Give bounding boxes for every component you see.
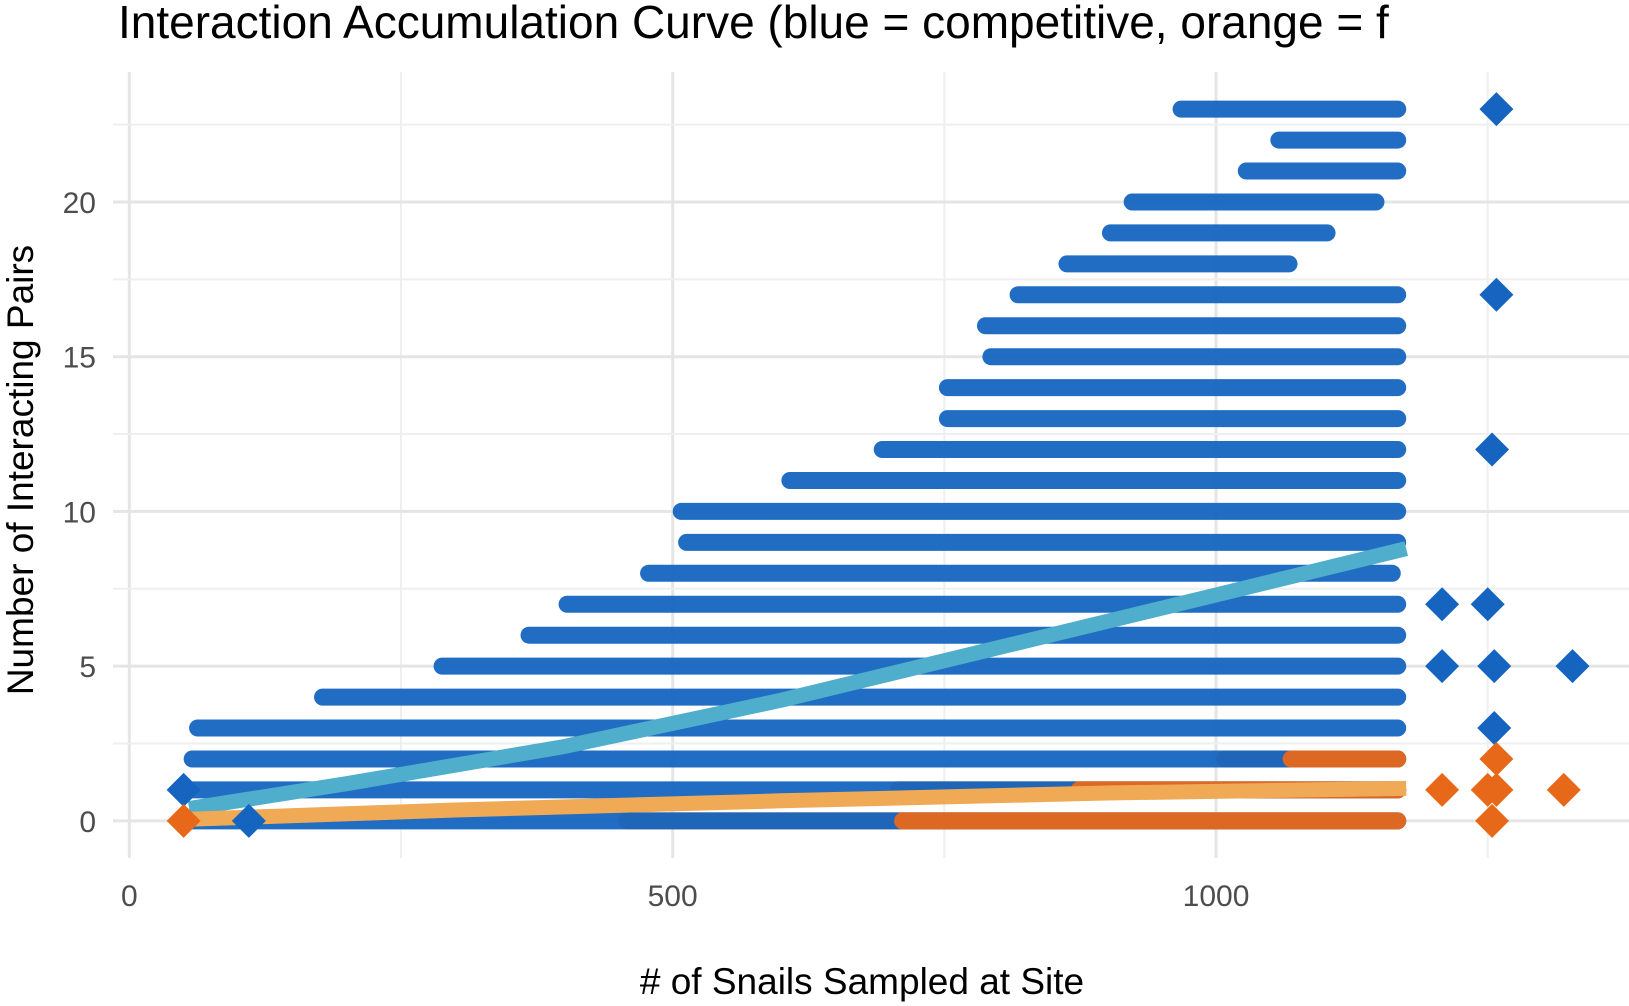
competitive-diamond-marker [1425, 649, 1460, 684]
competitive-points-y16 [976, 317, 1407, 335]
competitive-points-y21 [1237, 162, 1407, 180]
competitive-points-y12 [873, 441, 1407, 459]
facilitative-diamond-marker [1479, 741, 1514, 776]
x-axis-tick-labels: 0 500 1000 [121, 880, 1249, 913]
y-tick-label: 10 [63, 496, 96, 529]
y-tick-label: 0 [79, 806, 96, 839]
competitive-points-y18 [1058, 255, 1298, 273]
competitive-diamond-marker [1470, 587, 1505, 622]
y-tick-label: 20 [63, 187, 96, 220]
fit-lines-layer [187, 541, 1408, 827]
y-axis-title: Number of Interacting Pairs [0, 245, 41, 695]
competitive-diamond-marker [1479, 277, 1514, 312]
points-layer [183, 100, 1407, 830]
outlier-markers-layer [166, 92, 1590, 838]
facilitative-diamond-marker [1546, 772, 1581, 807]
facilitative-diamond-marker [1425, 772, 1460, 807]
y-tick-label: 15 [63, 342, 96, 375]
x-tick-label: 1000 [1183, 880, 1250, 913]
facilitative-points-dense-y0 [894, 812, 1407, 830]
competitive-points-y14 [938, 379, 1407, 397]
chart-title: Interaction Accumulation Curve (blue = c… [118, 0, 1389, 48]
competitive-points-y13 [938, 410, 1407, 428]
competitive-points-y3 [189, 719, 1407, 737]
competitive-diamond-marker [1479, 92, 1514, 127]
competitive-points-y23 [1172, 100, 1407, 118]
competitive-points-y17 [1009, 286, 1407, 304]
competitive-points-y6 [520, 626, 1407, 644]
competitive-diamond-marker [1477, 649, 1512, 684]
competitive-points-y2 [183, 750, 1407, 768]
facilitative-fit-line [188, 780, 1407, 827]
y-tick-label: 5 [79, 651, 96, 684]
competitive-points-y7 [558, 595, 1407, 613]
competitive-diamond-marker [166, 772, 201, 807]
facilitative-diamond-marker [1479, 772, 1514, 807]
competitive-diamond-marker [231, 803, 266, 838]
competitive-points-y15 [982, 348, 1407, 366]
competitive-points-y11 [781, 471, 1407, 489]
competitive-points-y9 [678, 533, 1407, 551]
facilitative-diamond-marker [1475, 803, 1510, 838]
y-axis-tick-labels: 0 5 10 15 20 [63, 187, 96, 839]
competitive-points-y20 [1123, 193, 1385, 211]
x-axis-title: # of Snails Sampled at Site [640, 961, 1084, 1002]
competitive-fit-line [187, 541, 1408, 816]
competitive-points-y10 [672, 502, 1407, 520]
competitive-diamond-marker [1425, 587, 1460, 622]
grid-layer [113, 72, 1629, 858]
competitive-diamond-marker [1477, 711, 1512, 746]
competitive-points-y4 [314, 688, 1407, 706]
facilitative-diamond-marker [166, 803, 201, 838]
competitive-diamond-marker [1475, 432, 1510, 467]
facilitative-points-dense-y2 [1282, 750, 1407, 768]
competitive-points-y19 [1101, 224, 1336, 242]
competitive-points-y22 [1270, 131, 1407, 149]
x-tick-label: 500 [648, 880, 698, 913]
x-tick-label: 0 [121, 880, 138, 913]
competitive-points-y8 [640, 564, 1401, 582]
competitive-diamond-marker [1555, 649, 1590, 684]
